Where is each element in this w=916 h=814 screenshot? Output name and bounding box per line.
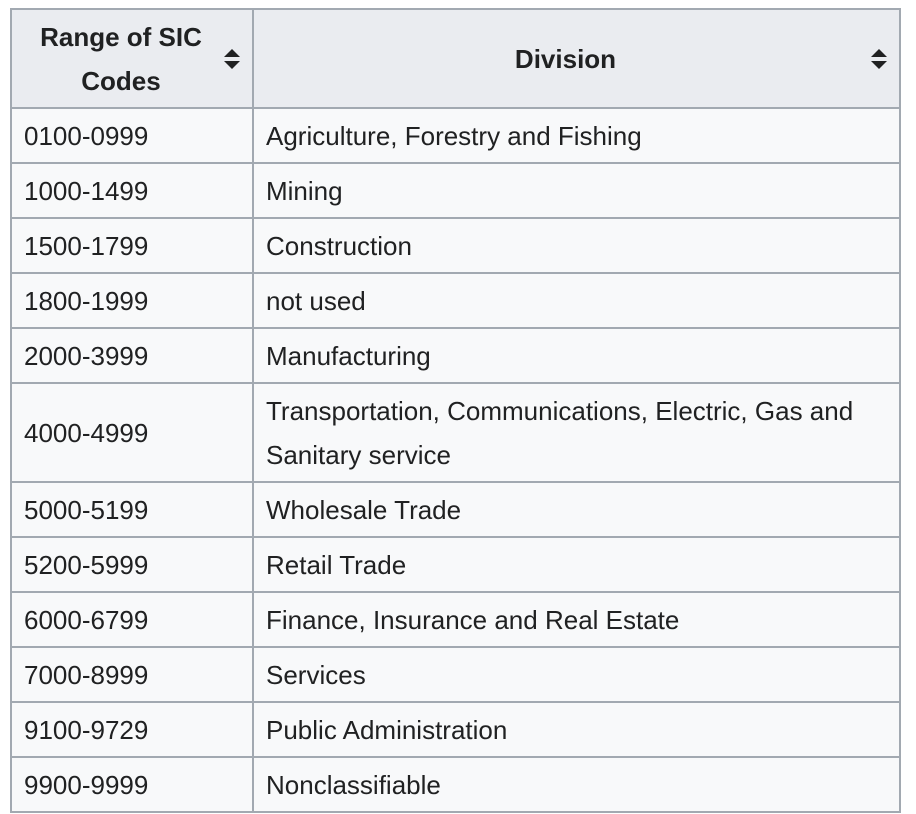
- range-cell: 1000-1499: [10, 162, 254, 219]
- column-header-label: Division: [514, 44, 617, 74]
- range-cell: 7000-8999: [10, 646, 254, 703]
- division-cell: Manufacturing: [252, 327, 901, 384]
- range-cell: 1500-1799: [10, 217, 254, 274]
- division-cell: Services: [252, 646, 901, 703]
- table-body: 0100-0999 Agriculture, Forestry and Fish…: [10, 107, 901, 813]
- range-cell: 4000-4999: [10, 382, 254, 483]
- division-cell: Construction: [252, 217, 901, 274]
- range-cell: 1800-1999: [10, 272, 254, 329]
- header-row: Range of SIC Codes Division: [10, 8, 901, 109]
- table-row: 7000-8999 Services: [10, 646, 901, 703]
- division-cell: Retail Trade: [252, 536, 901, 593]
- table-row: 4000-4999 Transportation, Communications…: [10, 382, 901, 483]
- table-row: 5200-5999 Retail Trade: [10, 536, 901, 593]
- column-header-label: Range of SIC Codes: [40, 22, 202, 96]
- division-cell: Public Administration: [252, 701, 901, 758]
- table-row: 9100-9729 Public Administration: [10, 701, 901, 758]
- division-cell: not used: [252, 272, 901, 329]
- table-header: Range of SIC Codes Division: [10, 8, 901, 109]
- division-cell: Mining: [252, 162, 901, 219]
- sort-icon[interactable]: [224, 48, 240, 69]
- table-row: 5000-5199 Wholesale Trade: [10, 481, 901, 538]
- sort-icon[interactable]: [871, 48, 887, 69]
- table-row: 9900-9999 Nonclassifiable: [10, 756, 901, 813]
- table-row: 2000-3999 Manufacturing: [10, 327, 901, 384]
- table-row: 1500-1799 Construction: [10, 217, 901, 274]
- division-cell: Finance, Insurance and Real Estate: [252, 591, 901, 648]
- table-row: 6000-6799 Finance, Insurance and Real Es…: [10, 591, 901, 648]
- range-cell: 9900-9999: [10, 756, 254, 813]
- table-row: 0100-0999 Agriculture, Forestry and Fish…: [10, 107, 901, 164]
- range-cell: 5200-5999: [10, 536, 254, 593]
- table-row: 1000-1499 Mining: [10, 162, 901, 219]
- range-cell: 2000-3999: [10, 327, 254, 384]
- column-header-range[interactable]: Range of SIC Codes: [10, 8, 254, 109]
- range-cell: 9100-9729: [10, 701, 254, 758]
- division-cell: Transportation, Communications, Electric…: [252, 382, 901, 483]
- sic-codes-table: Range of SIC Codes Division 0100-0999 Ag…: [10, 8, 901, 813]
- column-header-division[interactable]: Division: [252, 8, 901, 109]
- table-row: 1800-1999 not used: [10, 272, 901, 329]
- division-cell: Wholesale Trade: [252, 481, 901, 538]
- division-cell: Agriculture, Forestry and Fishing: [252, 107, 901, 164]
- range-cell: 6000-6799: [10, 591, 254, 648]
- division-cell: Nonclassifiable: [252, 756, 901, 813]
- range-cell: 0100-0999: [10, 107, 254, 164]
- range-cell: 5000-5199: [10, 481, 254, 538]
